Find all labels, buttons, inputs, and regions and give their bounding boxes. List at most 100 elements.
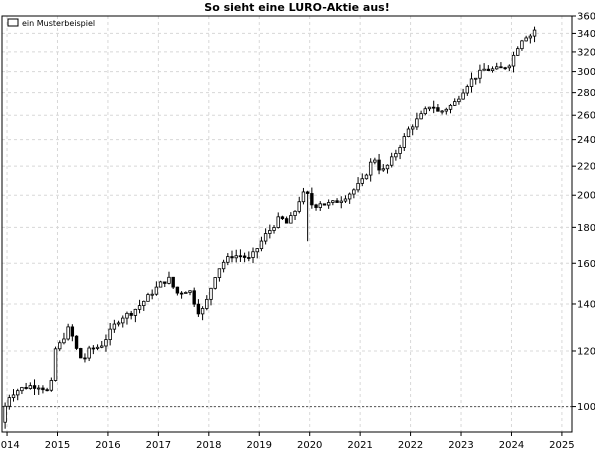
candle-body <box>163 281 167 284</box>
candle-body <box>465 86 470 94</box>
candle-body <box>133 308 138 316</box>
candle-body <box>184 292 188 294</box>
x-tick-label: 2017 <box>146 440 171 450</box>
y-axis-ticks: 100 120 140 160 180 200 220 240 260 280 300 320 340 3… <box>572 12 595 413</box>
candle-body <box>79 348 83 359</box>
candle-body <box>495 66 499 70</box>
y-tick-label: 300 <box>577 67 595 78</box>
candle-body <box>482 68 486 71</box>
candle-body <box>322 203 327 206</box>
candle-body <box>230 256 234 259</box>
legend: ein Musterbeispiel <box>7 18 95 28</box>
candle-body <box>121 317 125 324</box>
candle-body <box>154 286 159 295</box>
candle-body <box>532 29 537 37</box>
x-tick-label: 2025 <box>549 440 574 450</box>
candle-body <box>394 153 398 158</box>
candle-body <box>528 35 533 39</box>
candle-body <box>142 300 146 306</box>
candle-body <box>247 257 251 259</box>
candle-body <box>410 126 415 130</box>
candle-body <box>53 348 58 381</box>
candle-body <box>116 322 121 325</box>
candle-body <box>83 357 87 360</box>
candle-body <box>347 193 352 200</box>
candle-body <box>301 191 306 203</box>
candle-body <box>326 202 331 206</box>
candle-body <box>373 159 377 163</box>
legend-label: ein Musterbeispiel <box>22 19 95 28</box>
candle-body <box>205 298 209 309</box>
y-tick-label: 100 <box>577 402 595 413</box>
candle-body <box>516 48 520 56</box>
candle-body <box>368 161 373 176</box>
candle-body <box>423 108 427 115</box>
y-tick-label: 280 <box>577 88 595 99</box>
y-tick-label: 220 <box>577 162 595 173</box>
candle-body <box>49 380 54 391</box>
candle-body <box>58 342 62 350</box>
candle-body <box>221 261 226 270</box>
candle-body <box>24 387 28 389</box>
candle-body <box>474 77 478 80</box>
candle-body <box>112 323 117 330</box>
candle-body <box>150 293 154 296</box>
chart-title: So sieht eine LURO-Aktie aus! <box>204 1 389 14</box>
candle-body <box>335 200 339 203</box>
candle-body <box>70 326 75 337</box>
candle-body <box>209 287 213 300</box>
candle-body <box>255 248 259 253</box>
candle-body <box>339 200 343 203</box>
candle-body <box>280 216 285 220</box>
candle-body <box>457 98 461 103</box>
candle-body <box>146 294 150 302</box>
candle-body <box>297 201 301 212</box>
candle-body <box>268 230 272 234</box>
y-tick-label: 140 <box>577 299 595 310</box>
candle-body <box>200 308 205 315</box>
candle-body <box>87 347 91 359</box>
candle-body <box>389 156 394 166</box>
candle-body <box>314 204 318 208</box>
legend-swatch <box>7 18 19 27</box>
candle-body <box>95 346 100 349</box>
candle-body <box>293 210 297 216</box>
candle-body <box>310 193 314 206</box>
candle-body <box>461 92 465 100</box>
candle-body <box>486 68 491 72</box>
candle-body <box>108 328 112 340</box>
candle-body <box>20 387 24 392</box>
candles <box>3 26 537 429</box>
y-tick-label: 200 <box>577 191 595 202</box>
candle-body <box>381 168 385 171</box>
candle-body <box>91 347 96 350</box>
candle-body <box>137 305 142 310</box>
candle-body <box>125 312 129 319</box>
candle-body <box>175 286 180 294</box>
x-tick-label: 2019 <box>247 440 272 450</box>
candle-body <box>402 136 406 148</box>
candle-body <box>305 191 310 194</box>
candle-body <box>511 54 516 67</box>
candle-body <box>238 255 243 258</box>
candle-body <box>453 101 457 106</box>
candle-body <box>158 281 163 288</box>
y-tick-label: 260 <box>577 111 595 122</box>
candle-body <box>16 390 20 396</box>
candle-body <box>104 339 108 347</box>
y-tick-label: 240 <box>577 135 595 146</box>
candle-body <box>436 107 440 112</box>
candle-body <box>45 389 49 392</box>
y-tick-label: 120 <box>577 346 595 357</box>
candle-body <box>213 277 217 289</box>
candle-body <box>318 203 322 208</box>
grid-lines <box>2 15 572 432</box>
candle-body <box>352 189 356 195</box>
candle-body <box>226 256 230 263</box>
candle-body <box>444 108 449 112</box>
candle-body <box>524 37 528 42</box>
x-tick-label: 2022 <box>398 440 423 450</box>
candle-body <box>503 67 507 70</box>
